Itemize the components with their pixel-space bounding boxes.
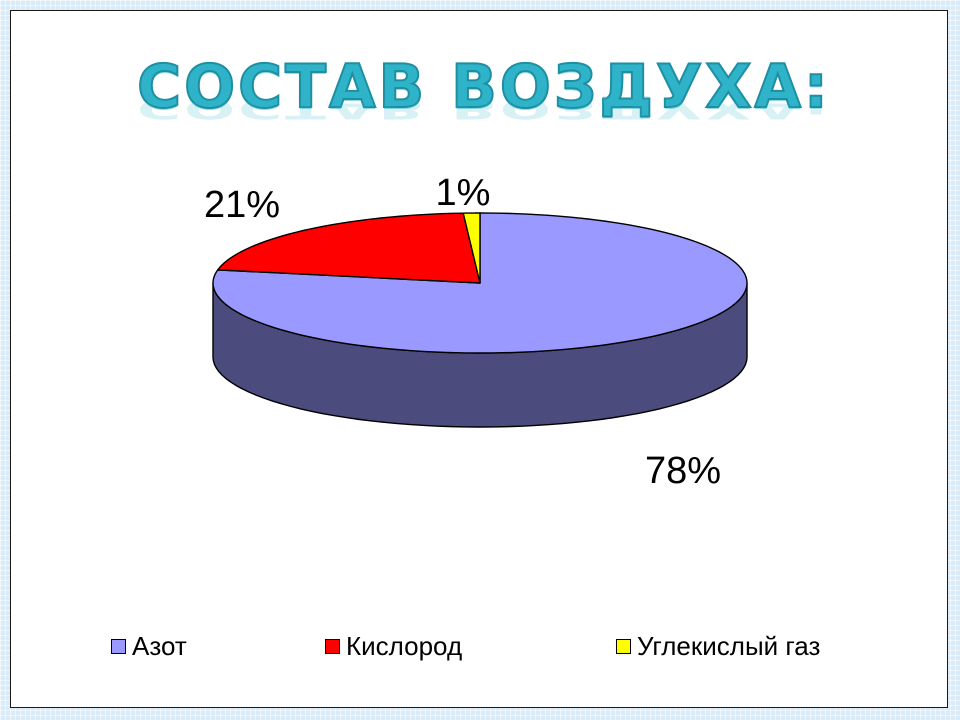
pie-data-labels: 78% 21% 1%	[204, 172, 721, 492]
chart-legend: Азот Кислород Углекислый газ	[11, 628, 947, 664]
legend-swatch-nitrogen	[111, 638, 126, 654]
pie-chart: 78% 21% 1%	[204, 172, 748, 492]
pie-slice-oxygen	[217, 212, 481, 284]
legend-swatch-oxygen	[325, 638, 340, 654]
slide-frame: СОСТАВ ВОЗДУХА: СОСТАВ ВОЗДУХА: 78% 21% 1%…	[10, 10, 948, 708]
pie-top-slices	[212, 212, 748, 354]
data-label-co2: 1%	[436, 172, 491, 214]
legend-item-oxygen: Кислород	[325, 628, 462, 664]
title-area: СОСТАВ ВОЗДУХА: СОСТАВ ВОЗДУХА:	[11, 51, 947, 171]
pie-slice-co2	[462, 212, 481, 284]
data-label-nitrogen: 78%	[645, 450, 721, 492]
data-label-oxygen: 21%	[204, 184, 280, 226]
legend-label-nitrogen: Азот	[132, 630, 187, 661]
legend-label-co2: Углекислый газ	[637, 630, 821, 661]
legend-label-oxygen: Кислород	[346, 630, 463, 661]
legend-swatch-co2	[616, 638, 631, 654]
slide-title: СОСТАВ ВОЗДУХА:	[136, 51, 831, 123]
legend-item-nitrogen: Азот	[111, 628, 187, 664]
legend-item-co2: Углекислый газ	[616, 628, 820, 664]
